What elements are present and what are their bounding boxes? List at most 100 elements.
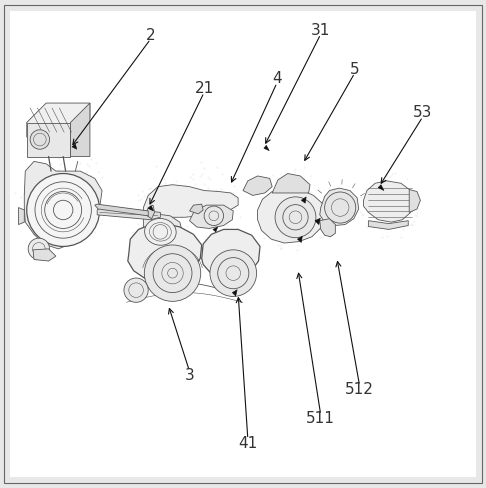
- Point: [274, 241, 281, 249]
- Point: [306, 222, 313, 229]
- Point: [399, 193, 407, 201]
- Point: [403, 175, 411, 183]
- Point: [68, 195, 75, 203]
- Polygon shape: [258, 188, 327, 243]
- Point: [282, 176, 290, 183]
- Point: [196, 172, 204, 180]
- Text: 31: 31: [311, 22, 330, 38]
- Point: [75, 169, 83, 177]
- Point: [49, 224, 57, 232]
- Point: [196, 189, 204, 197]
- Point: [56, 160, 64, 167]
- Polygon shape: [272, 174, 310, 193]
- Polygon shape: [301, 197, 306, 203]
- Point: [51, 193, 59, 201]
- Point: [369, 192, 377, 200]
- Point: [290, 167, 298, 175]
- Point: [299, 232, 307, 240]
- Point: [30, 228, 37, 236]
- Point: [70, 233, 78, 241]
- Point: [161, 199, 169, 206]
- Point: [263, 228, 271, 236]
- Point: [70, 210, 78, 218]
- Point: [413, 212, 421, 220]
- Point: [207, 246, 214, 254]
- Point: [191, 188, 199, 196]
- Point: [276, 244, 284, 252]
- Point: [298, 190, 306, 198]
- Point: [77, 200, 85, 208]
- Text: 4: 4: [272, 71, 282, 86]
- Point: [320, 221, 328, 228]
- Point: [134, 241, 141, 249]
- Point: [200, 197, 208, 205]
- Point: [11, 189, 19, 197]
- Point: [181, 181, 189, 189]
- Point: [293, 237, 301, 245]
- Point: [178, 251, 186, 259]
- Text: 53: 53: [413, 105, 433, 120]
- Point: [306, 194, 314, 202]
- Point: [300, 163, 308, 171]
- Point: [62, 173, 69, 181]
- Point: [54, 166, 62, 174]
- Point: [32, 204, 39, 212]
- Point: [217, 185, 225, 193]
- Text: 5: 5: [350, 61, 360, 77]
- Point: [160, 203, 168, 211]
- Point: [275, 205, 282, 213]
- Point: [164, 194, 172, 202]
- Point: [47, 160, 55, 168]
- Point: [81, 208, 88, 216]
- Point: [24, 182, 32, 190]
- Point: [69, 235, 77, 243]
- Point: [304, 183, 312, 191]
- Point: [358, 193, 365, 201]
- Point: [392, 210, 400, 218]
- Point: [94, 201, 102, 208]
- Point: [160, 175, 168, 183]
- Point: [389, 192, 397, 200]
- Point: [69, 145, 77, 153]
- Point: [64, 170, 71, 178]
- Circle shape: [144, 245, 201, 302]
- Point: [52, 170, 60, 178]
- Point: [275, 183, 282, 191]
- Point: [182, 197, 190, 204]
- Point: [195, 247, 203, 255]
- Polygon shape: [72, 144, 77, 149]
- Point: [409, 186, 417, 194]
- Point: [278, 209, 286, 217]
- Point: [373, 215, 381, 223]
- Point: [209, 194, 217, 202]
- Point: [56, 200, 64, 208]
- Point: [152, 162, 160, 169]
- Point: [398, 200, 405, 208]
- Point: [275, 206, 282, 214]
- Point: [229, 189, 237, 197]
- Point: [162, 262, 170, 270]
- Point: [212, 248, 220, 256]
- Point: [52, 187, 60, 195]
- Point: [295, 241, 302, 248]
- Point: [200, 257, 208, 264]
- Point: [407, 220, 415, 227]
- Point: [233, 224, 241, 232]
- Polygon shape: [232, 290, 237, 296]
- Point: [139, 187, 146, 195]
- Point: [74, 189, 82, 197]
- Point: [20, 190, 28, 198]
- Text: 2: 2: [146, 27, 156, 42]
- Point: [278, 241, 285, 248]
- Point: [174, 183, 181, 190]
- Point: [55, 154, 63, 162]
- Point: [57, 143, 65, 151]
- Point: [236, 213, 243, 221]
- Point: [87, 155, 95, 163]
- Point: [396, 206, 403, 214]
- Point: [204, 173, 211, 181]
- Point: [265, 212, 273, 220]
- Point: [30, 230, 38, 238]
- Polygon shape: [18, 207, 24, 224]
- Point: [100, 205, 108, 213]
